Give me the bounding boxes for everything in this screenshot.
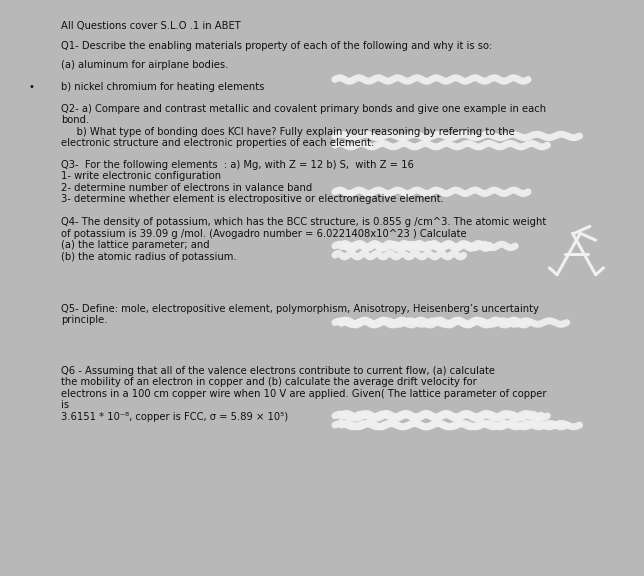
Text: (b) the atomic radius of potassium.: (b) the atomic radius of potassium. [61, 252, 237, 262]
Text: 1- write electronic configuration: 1- write electronic configuration [61, 171, 222, 181]
Text: Q1- Describe the enabling materials property of each of the following and why it: Q1- Describe the enabling materials prop… [61, 41, 493, 51]
Text: electronic structure and electronic properties of each element.: electronic structure and electronic prop… [61, 138, 374, 148]
Text: •: • [29, 82, 35, 92]
Text: Q6 - Assuming that all of the valence electrons contribute to current flow, (a) : Q6 - Assuming that all of the valence el… [61, 366, 495, 376]
Text: the mobility of an electron in copper and (b) calculate the average drift veloci: the mobility of an electron in copper an… [61, 377, 477, 387]
Text: Q5- Define: mole, electropositive element, polymorphism, Anisotropy, Heisenberg’: Q5- Define: mole, electropositive elemen… [61, 304, 539, 313]
Text: Q2- a) Compare and contrast metallic and covalent primary bonds and give one exa: Q2- a) Compare and contrast metallic and… [61, 104, 546, 113]
Text: 2- determine number of electrons in valance band: 2- determine number of electrons in vala… [61, 183, 312, 192]
Text: 3.6151 * 10⁻⁸, copper is FCC, σ = 5.89 × 10⁵): 3.6151 * 10⁻⁸, copper is FCC, σ = 5.89 ×… [61, 412, 289, 422]
Text: principle.: principle. [61, 315, 108, 325]
Text: Q3-  For the following elements  : a) Mg, with Z = 12 b) S,  with Z = 16: Q3- For the following elements : a) Mg, … [61, 160, 414, 169]
Text: b) nickel chromium for heating elements: b) nickel chromium for heating elements [61, 82, 265, 92]
Text: (a) aluminum for airplane bodies.: (a) aluminum for airplane bodies. [61, 60, 229, 70]
Text: is: is [61, 400, 70, 410]
Text: electrons in a 100 cm copper wire when 10 V are applied. Given( The lattice para: electrons in a 100 cm copper wire when 1… [61, 389, 547, 399]
Text: (a) the lattice parameter; and: (a) the lattice parameter; and [61, 240, 210, 250]
Text: All Questions cover S.L.O .1 in ABET: All Questions cover S.L.O .1 in ABET [61, 21, 241, 31]
Text: of potassium is 39.09 g /mol. (Avogadro number = 6.0221408x10^23 ) Calculate: of potassium is 39.09 g /mol. (Avogadro … [61, 229, 467, 238]
Text: bond.: bond. [61, 115, 90, 125]
Text: 3- determine whether element is electropositive or electronegative element.: 3- determine whether element is electrop… [61, 194, 444, 204]
Text: Q4- The density of potassium, which has the BCC structure, is 0.855 g /cm^3. The: Q4- The density of potassium, which has … [61, 217, 546, 227]
Text: b) What type of bonding does KCl have? Fully explain your reasoning by referring: b) What type of bonding does KCl have? F… [61, 127, 515, 137]
